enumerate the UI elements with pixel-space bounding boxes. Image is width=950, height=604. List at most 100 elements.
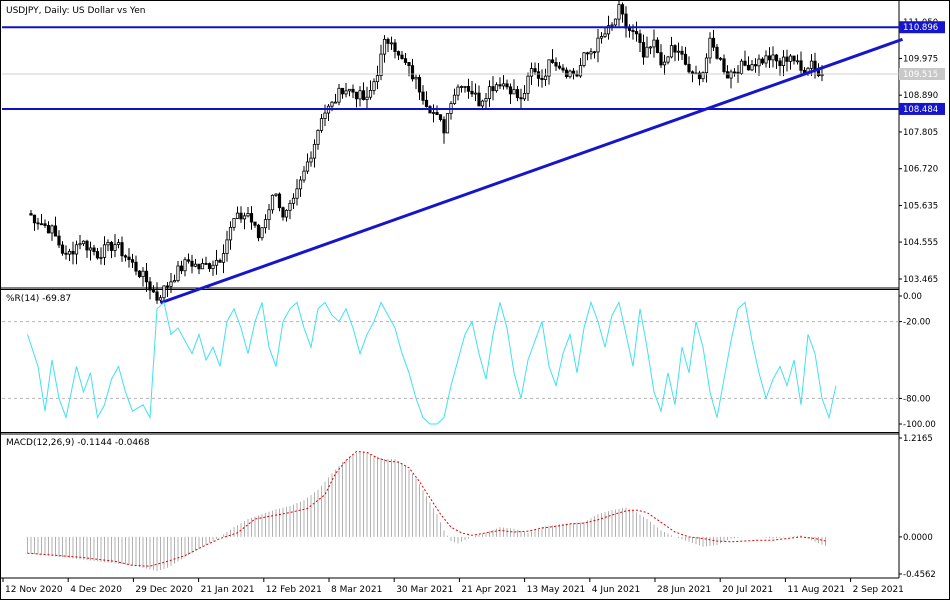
candle-body-bear [435, 112, 439, 116]
candle-body-bear [130, 259, 135, 263]
time-tick-label: 12 Feb 2021 [266, 585, 322, 595]
candle [179, 260, 184, 275]
candle [32, 214, 37, 231]
candle [71, 241, 75, 265]
candle [648, 45, 653, 55]
candle [165, 282, 170, 297]
candle [687, 56, 691, 74]
candle [799, 51, 803, 77]
candle [372, 78, 376, 95]
candle [134, 255, 138, 276]
candle-body-bear [407, 62, 411, 67]
candle [592, 50, 597, 59]
candle-body-bear [519, 97, 523, 100]
candle-body-bear [410, 65, 415, 80]
candle-body-bull [379, 53, 383, 76]
candle [256, 223, 261, 242]
candle [470, 80, 474, 98]
candle [190, 254, 194, 274]
candle-body-bear [760, 58, 765, 64]
candle-body-bear [799, 60, 803, 71]
candle-body-bull [795, 60, 800, 63]
candle-body-bull [74, 244, 79, 255]
candle [725, 65, 730, 79]
candle [519, 88, 523, 110]
candle [473, 83, 478, 102]
candle-body-bull [372, 81, 376, 91]
candle-body-bear [351, 88, 355, 93]
candle [277, 192, 282, 212]
candle-body-bear [151, 289, 156, 293]
candle-body-bull [820, 74, 824, 77]
candle [638, 29, 642, 52]
candle-body-bear [816, 70, 821, 77]
candle-body-bull [267, 209, 271, 221]
candle [64, 245, 68, 260]
current-price-label-bg [899, 68, 945, 81]
candle-body-bear [491, 86, 495, 92]
candle-body-bear [43, 223, 47, 226]
time-tick-label: 8 Mar 2021 [331, 585, 382, 595]
candle-body-bear [218, 259, 222, 263]
candle [232, 218, 236, 231]
candle-body-bull [169, 281, 173, 287]
candle [512, 79, 516, 95]
candle-body-bear [165, 285, 170, 288]
candle [729, 69, 733, 89]
candle [74, 240, 79, 265]
candle [281, 206, 285, 221]
candle-body-bear [711, 37, 716, 48]
candle-body-bull [603, 33, 607, 37]
candle [746, 56, 751, 71]
candle [197, 263, 201, 275]
candle [284, 209, 289, 222]
candle [323, 104, 327, 127]
candle-body-bull [172, 280, 177, 283]
candle-body-bear [393, 42, 397, 52]
candle-body-bull [645, 46, 649, 58]
candle-body-bull [704, 57, 709, 74]
candle [344, 83, 348, 98]
time-tick-label: 21 Apr 2021 [461, 585, 517, 595]
candle-body-bull [291, 197, 296, 204]
candle [186, 253, 191, 264]
candle-body-bull [141, 270, 145, 278]
candle [298, 176, 303, 197]
candle [487, 80, 492, 107]
candle [414, 74, 418, 90]
candle-body-bull [295, 188, 299, 199]
chart-title: USDJPY, Daily: US Dollar vs Yen [6, 6, 145, 16]
candle-body-bear [508, 86, 513, 95]
candle [701, 71, 705, 83]
candle-body-bear [690, 71, 695, 74]
candle [400, 50, 404, 60]
candle [106, 239, 110, 252]
candle [666, 55, 670, 65]
candle [267, 204, 271, 230]
candle [53, 216, 58, 237]
candle-body-bull [200, 263, 205, 270]
candle [386, 37, 390, 53]
candle [788, 54, 793, 70]
candle-body-bear [477, 92, 481, 107]
candle [239, 206, 243, 223]
candle-body-bear [753, 64, 758, 67]
candle-body-bear [403, 58, 408, 63]
candle-body-bear [634, 31, 639, 35]
candle [309, 151, 313, 167]
candle-body-bear [354, 91, 359, 100]
candle-body-bear [197, 263, 201, 270]
candle-body-bull [445, 113, 450, 134]
candle-body-bear [732, 71, 737, 74]
wpr-indicator-label: %R(14) -69.87 [6, 294, 71, 304]
candle-body-bull [610, 24, 614, 27]
candle-body-bull [316, 130, 320, 145]
candle [774, 53, 779, 69]
candle [694, 65, 698, 75]
candle-body-bull [501, 83, 506, 87]
candle-body-bull [543, 75, 548, 80]
candle-body-bull [288, 202, 292, 211]
candle-body-bull [589, 51, 593, 55]
